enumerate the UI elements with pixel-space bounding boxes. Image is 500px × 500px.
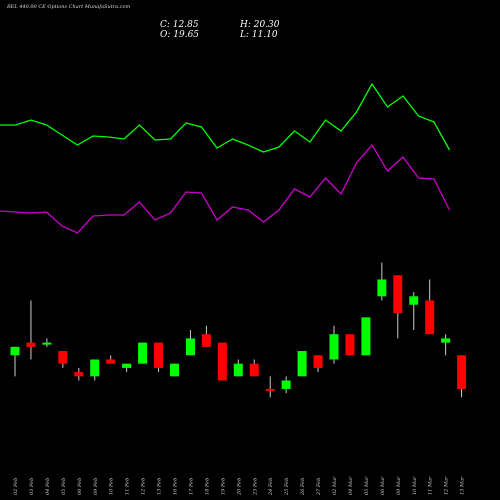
x-tick-label: 17 Feb [188, 478, 194, 495]
x-tick-label: 12 Feb [141, 478, 147, 495]
x-tick-label: 24 Feb [268, 478, 274, 496]
candle-body-16 [249, 363, 259, 377]
candle-body-23 [361, 317, 371, 356]
x-tick-label: 12 Mar [444, 476, 450, 495]
candle-body-24 [377, 279, 387, 297]
x-tick-label: 02 Mar [332, 476, 338, 495]
candle-body-3 [42, 342, 52, 345]
x-tick-label: 06 Feb [77, 478, 83, 495]
x-tick-label: 11 Mar [428, 476, 434, 495]
chart-title: BEL 440.00 CE Options Chart MunafaSutra.… [7, 4, 131, 10]
x-tick-label: 10 Mar [412, 476, 418, 495]
overlay-line-2 [0, 143, 451, 234]
candle-body-21 [329, 334, 339, 360]
candle-body-11 [170, 363, 179, 377]
candle-body-12 [185, 338, 195, 356]
x-tick-label: 27 Feb [316, 478, 322, 496]
candle-body-25 [393, 275, 403, 314]
candle-body-18 [281, 380, 291, 389]
x-tick-label: 13 Mar [460, 476, 466, 495]
candle-body-15 [233, 363, 243, 377]
x-tick-label: 05 Mar [364, 476, 370, 495]
candle-body-4 [58, 351, 68, 364]
x-tick-label: 13 Feb [157, 478, 163, 495]
candle-body-29 [457, 355, 467, 389]
candle-body-10 [154, 342, 164, 368]
x-tick-label: 16 Feb [173, 478, 179, 495]
x-tick-label: 04 Mar [348, 476, 354, 495]
candle-body-1 [10, 346, 20, 356]
x-tick-label: 25 Feb [284, 478, 290, 496]
x-tick-label: 06 Mar [380, 476, 386, 495]
low-value: L: 11.10 [240, 30, 278, 40]
candle-body-20 [313, 355, 323, 368]
x-tick-label: 19 Feb [220, 478, 226, 495]
candle-body-17 [265, 388, 275, 391]
candle-body-2 [26, 342, 36, 347]
candle-body-13 [201, 334, 211, 347]
x-tick-label: 02 Feb [13, 478, 19, 495]
candle-body-8 [122, 363, 132, 368]
x-tick-label: 09 Feb [93, 478, 99, 495]
x-tick-label: 26 Feb [300, 478, 306, 496]
candle-body-5 [74, 372, 84, 377]
candle-body-22 [345, 334, 355, 356]
candle-body-19 [297, 351, 307, 377]
candle-body-27 [425, 300, 435, 335]
candle-body-6 [90, 359, 100, 377]
x-tick-label: 11 Feb [125, 478, 131, 495]
overlay-line-1 [0, 82, 451, 153]
candle-body-7 [106, 359, 116, 364]
candle-body-9 [138, 342, 148, 364]
candle-body-26 [409, 296, 419, 305]
x-tick-label: 09 Mar [396, 476, 402, 495]
x-tick-label: 05 Feb [61, 478, 67, 495]
x-tick-label: 04 Feb [45, 478, 51, 495]
x-tick-label: 10 Feb [109, 478, 115, 495]
candle-body-14 [217, 342, 227, 381]
x-tick-label: 20 Feb [236, 478, 242, 496]
x-tick-label: 23 Feb [252, 478, 258, 496]
x-tick-label: 18 Feb [204, 478, 210, 495]
candle-body-28 [441, 338, 451, 343]
high-value: H: 20.30 [240, 20, 280, 30]
close-value: C: 12.85 [160, 20, 199, 30]
open-value: O: 19.65 [160, 30, 200, 40]
x-tick-label: 03 Feb [29, 478, 35, 495]
